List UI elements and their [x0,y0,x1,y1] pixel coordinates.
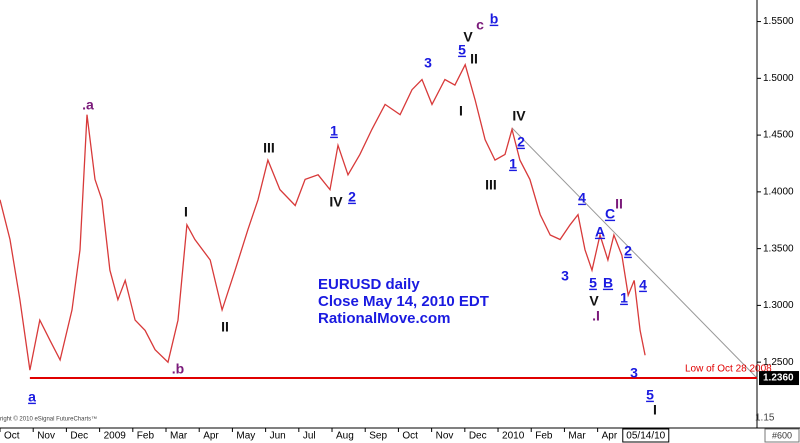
x-tick-label: Jun [270,431,286,442]
x-tick-label: Nov [436,431,454,442]
wave-label: .a [82,97,94,113]
wave-label: III [485,177,497,193]
wave-label: 5 [646,387,654,403]
x-tick-label: Apr [602,431,618,442]
y-tick-label: 1.3500 [763,243,794,254]
wave-label: 3 [561,268,569,284]
wave-label: .I [592,308,600,324]
wave-label: 4 [578,190,586,206]
wave-label: II [221,319,229,335]
x-tick-label: Dec [70,431,88,442]
x-tick-label: Sep [369,431,387,442]
wave-label: 5 [458,42,466,58]
y-tick-label: 1.5500 [763,16,794,27]
copyright: right © 2010 eSignal FutureCharts™ [0,416,97,423]
wave-label: A [595,224,605,240]
price-label: 1.2360 [763,373,794,384]
price-box [759,371,799,386]
x-tick-label: Oct [402,431,418,442]
x-tick-label: Apr [203,431,219,442]
x-tick-label: 2010 [502,431,525,442]
y-tick-label: 1.4000 [763,187,794,198]
x-tick-label: Nov [37,431,55,442]
x-tick-label: 05/14/10 [626,431,665,442]
wave-label: IV [329,194,343,210]
date-box [622,428,670,443]
wave-label: 1 [509,156,517,172]
price-line [0,62,646,371]
wave-label: 4 [639,277,647,293]
trend-line [511,127,758,379]
x-tick-label: Mar [170,431,188,442]
wave-label: III [263,140,275,156]
wave-label: II [615,196,623,212]
x-tick-label: Jul [303,431,316,442]
wave-label: V [589,293,599,309]
chart-title: EURUSD daily [318,276,420,293]
wave-label: 2 [348,189,356,205]
wave-label: II [470,51,478,67]
corner-box [764,428,800,443]
wave-label: I [459,103,463,119]
wave-label: V [463,29,473,45]
source: RationalMove.com [318,310,451,327]
wave-label: 3 [424,55,432,71]
wave-label: 1 [620,290,628,306]
wave-label: 2 [517,134,525,150]
x-tick-label: 2009 [104,431,127,442]
wave-label: a [28,389,36,405]
wave-label: 1 [330,123,338,139]
y-tick-label: 1.5000 [763,73,794,84]
wave-label: 5 [589,275,597,291]
wave-label: 3 [630,365,638,381]
chart-subtitle: Close May 14, 2010 EDT [318,293,489,310]
wave-label: B [603,275,613,291]
x-tick-label: Feb [137,431,155,442]
y-tick-label: 1.2500 [763,357,794,368]
x-tick-label: Aug [336,431,354,442]
wave-label: C [605,206,615,222]
wave-label: I [184,204,188,220]
x-tick-label: Mar [568,431,586,442]
wave-label: 2 [624,243,632,259]
x-tick-label: Oct [4,431,20,442]
y-tick-label: 1.3000 [763,300,794,311]
x-tick-label: May [236,431,255,442]
wave-label: I [653,402,657,418]
support-note: Low of Oct 28 2008 [685,364,772,375]
wave-label: .b [172,361,184,377]
x-tick-label: Feb [535,431,553,442]
wave-label: b [490,11,499,27]
wave-label: c [476,17,484,33]
y-tick-label: 1.4500 [763,130,794,141]
wave-label: IV [512,108,526,124]
x-tick-label: Dec [469,431,487,442]
partial-axis-label: 1.15 [755,413,775,424]
corner-label: #600 [772,430,792,440]
